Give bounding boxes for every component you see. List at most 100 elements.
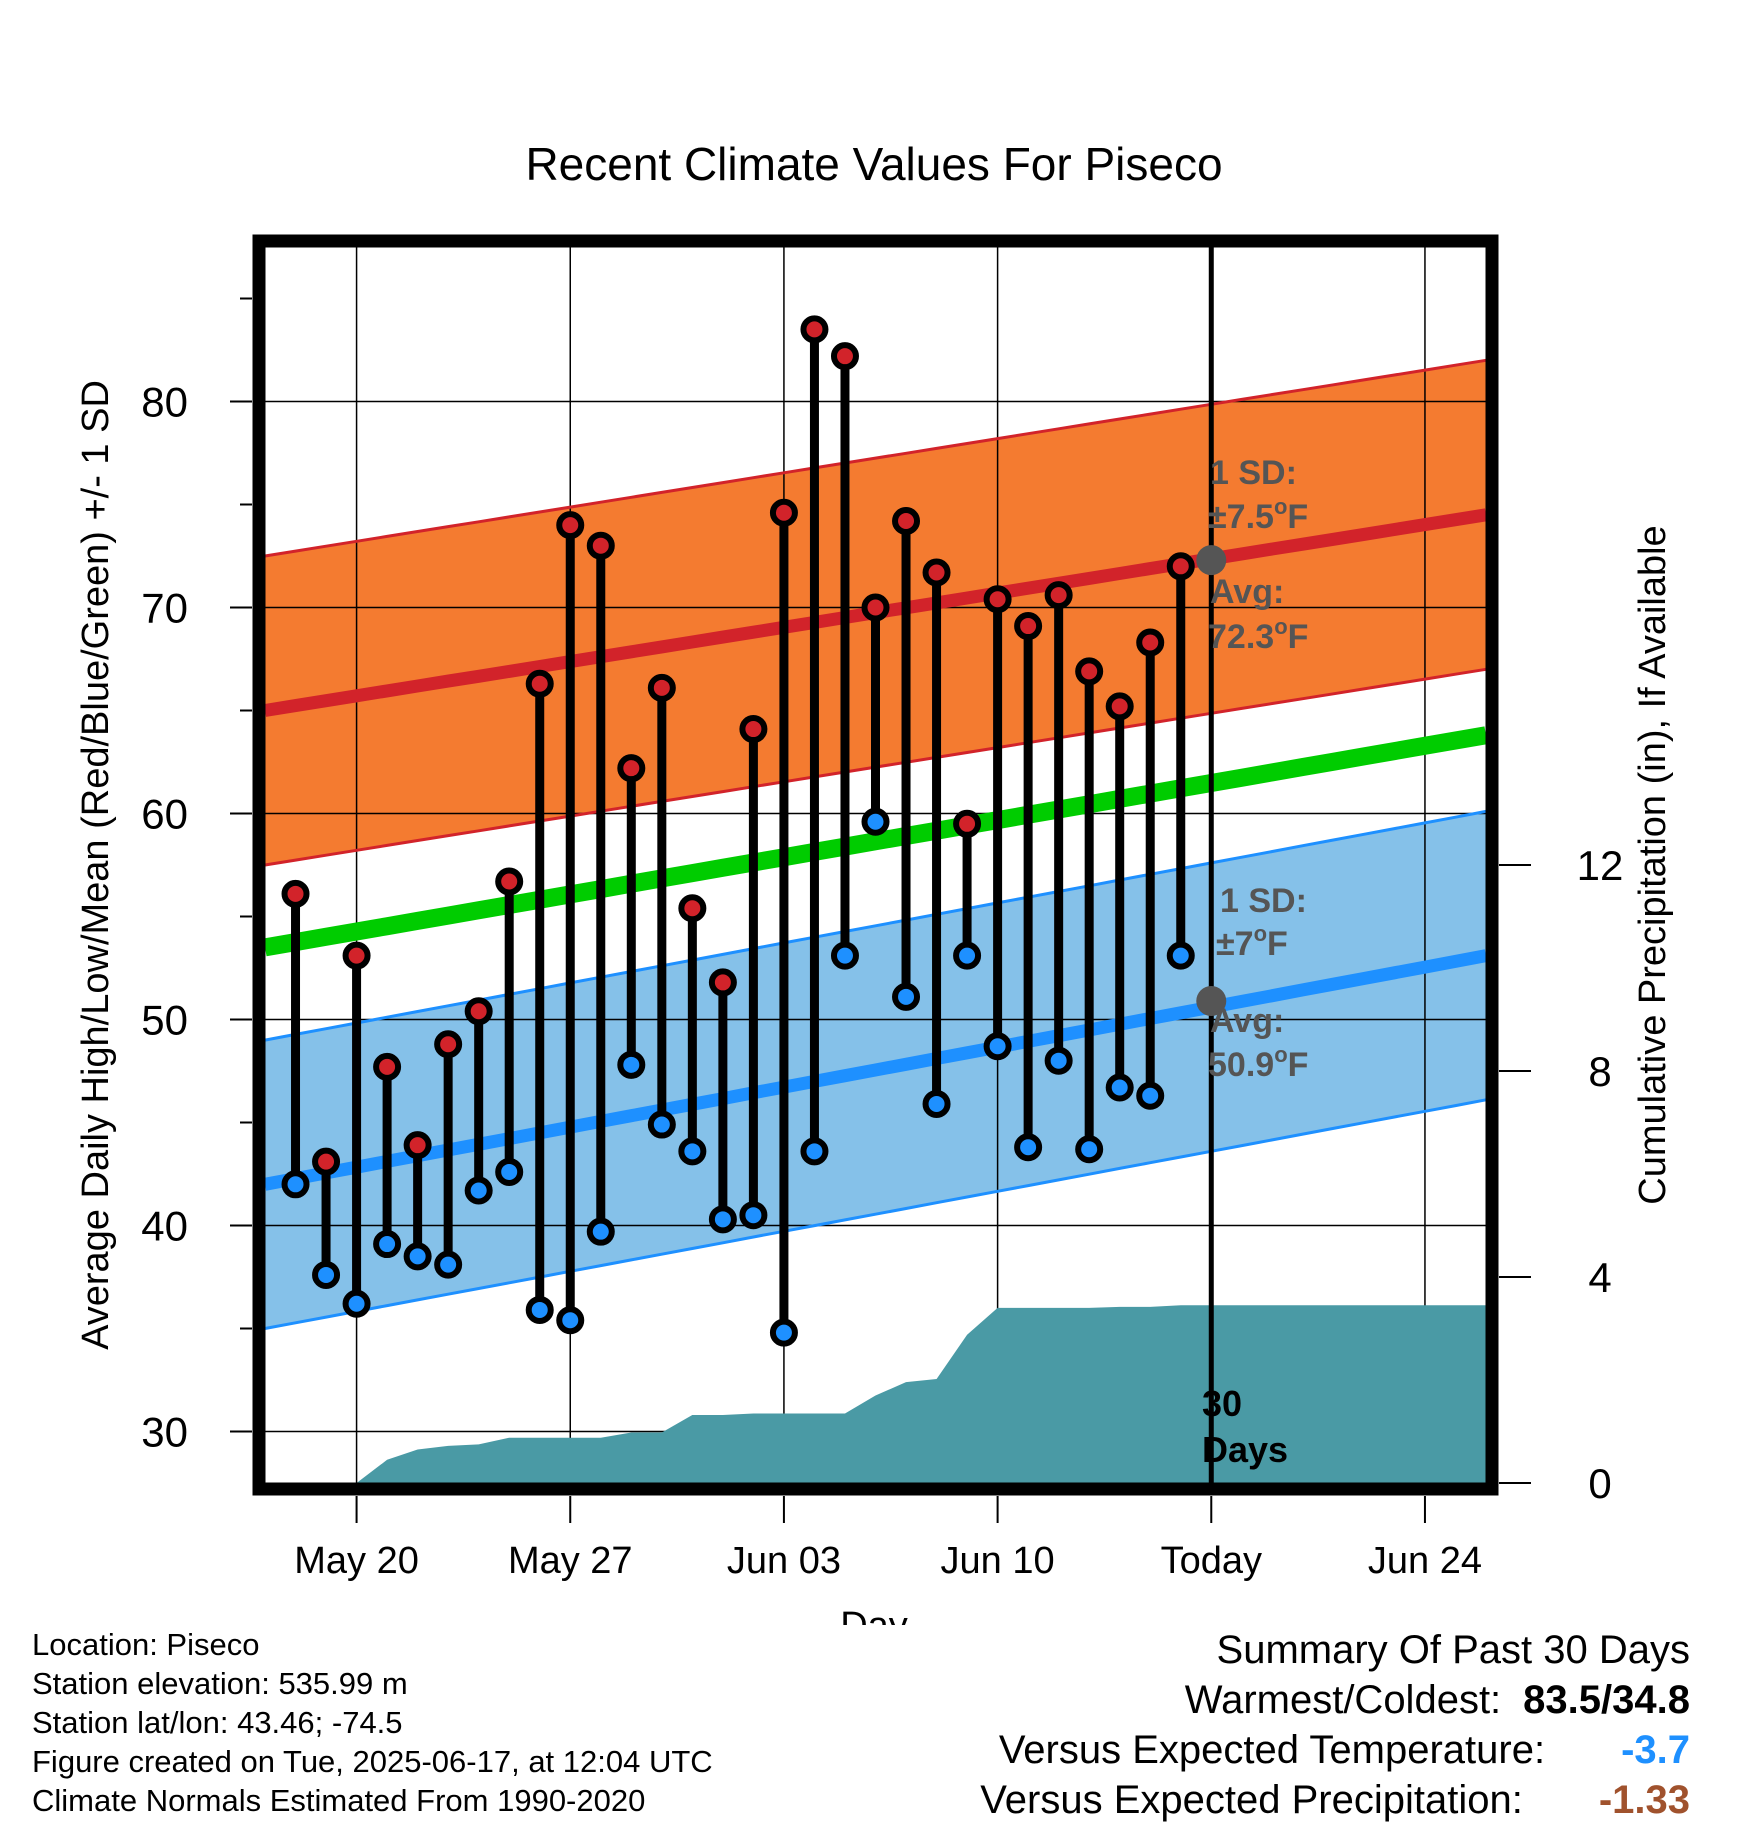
- daily-low-dot: [312, 1260, 341, 1289]
- precip-value: -1.33: [1598, 1778, 1690, 1822]
- daily-high-dot: [678, 894, 707, 923]
- info-normals: Climate Normals Estimated From 1990-2020: [32, 1783, 646, 1818]
- daily-low-dot: [556, 1306, 585, 1335]
- daily-low-dot: [525, 1295, 554, 1324]
- normal-low-line: [263, 949, 1488, 1191]
- daily-low-dot: [1166, 941, 1195, 970]
- summary-title: Summary Of Past 30 Days: [1216, 1628, 1690, 1672]
- daily-low-dot: [953, 941, 982, 970]
- daily-high-dot: [922, 558, 951, 587]
- temp-label: Versus Expected Temperature:: [998, 1728, 1546, 1772]
- daily-high-dot: [556, 511, 585, 540]
- low-avg-label: Avg:: [1210, 1002, 1284, 1040]
- daily-low-dot: [1014, 1133, 1043, 1162]
- daily-high-dot: [403, 1131, 432, 1160]
- daily-low-dot: [708, 1205, 737, 1234]
- climate-chart: 30 40 50 60 70 80 0 4 8 12 May 20 May 27 Jun 03 Jun 1…: [75, 138, 1674, 1625]
- daily-low-dot: [892, 982, 921, 1011]
- daily-low-dot: [1105, 1073, 1134, 1102]
- summary-warm-cold: Warmest/Coldest: 83.5/34.8: [980, 1675, 1690, 1725]
- daily-low-dot: [678, 1137, 707, 1166]
- daily-dots: [281, 315, 1227, 1347]
- low-sd-value: ±7oF: [1216, 921, 1288, 963]
- today-normal-low-marker: [1196, 985, 1227, 1016]
- high-sd-value: ±7.5oF: [1208, 494, 1308, 536]
- daily-high-dot: [953, 809, 982, 838]
- daily-low-dot: [983, 1032, 1012, 1061]
- normal-mean-line: [263, 726, 1488, 957]
- bottom-axis-tick-label: Jun 24: [1368, 1540, 1482, 1582]
- precipitation-area: [295, 1305, 1486, 1483]
- daily-high-dot: [586, 531, 615, 560]
- low-sd-label: 1 SD:: [1220, 882, 1307, 920]
- daily-high-dot: [892, 506, 921, 535]
- daily-low-dot: [403, 1242, 432, 1271]
- daily-high-dot: [647, 673, 676, 702]
- temp-value: -3.7: [1621, 1728, 1690, 1772]
- summary-temp: Versus Expected Temperature: -3.7: [980, 1725, 1690, 1775]
- summary-precip: Versus Expected Precipitation: -1.33: [980, 1775, 1690, 1825]
- plot-border: [252, 234, 1499, 1496]
- daily-low-dot: [373, 1230, 402, 1259]
- high-avg-value: 72.3oF: [1208, 614, 1308, 656]
- daily-low-dot: [830, 941, 859, 970]
- daily-high-dot: [617, 754, 646, 783]
- daily-low-dot: [800, 1137, 829, 1166]
- daily-low-dot: [342, 1289, 371, 1318]
- today-normal-high-marker: [1196, 545, 1227, 576]
- warm-cold-value: 83.5/34.8: [1523, 1678, 1690, 1722]
- daily-low-dot: [281, 1170, 310, 1199]
- x-axis-label: Day: [840, 1605, 908, 1625]
- daily-high-dot: [1044, 581, 1073, 610]
- daily-low-dot: [1044, 1046, 1073, 1075]
- plot-frame: [252, 234, 1499, 1496]
- daily-high-dot: [1136, 628, 1165, 657]
- daily-low-dot: [861, 807, 890, 836]
- bottom-axis-tick-label: Jun 03: [727, 1540, 841, 1582]
- station-info: Location: Piseco Station elevation: 535.…: [32, 1625, 713, 1820]
- normal-lines: [263, 247, 1488, 1483]
- daily-low-dot: [922, 1089, 951, 1118]
- left-axis-tick-label: 70: [141, 585, 188, 632]
- daily-high-dot: [281, 879, 310, 908]
- right-axis-tick-label: 8: [1588, 1048, 1611, 1095]
- low-sd-lower-line: [264, 1098, 1487, 1330]
- chart-title: Recent Climate Values For Piseco: [525, 138, 1222, 190]
- daily-high-dot: [739, 715, 768, 744]
- daily-bars: [291, 329, 1186, 1333]
- info-location: Location: Piseco: [32, 1627, 260, 1662]
- left-axis-tick-label: 80: [141, 379, 188, 426]
- daily-high-dot: [830, 342, 859, 371]
- daily-low-dot: [1075, 1135, 1104, 1164]
- daily-high-dot: [1166, 552, 1195, 581]
- daily-low-dot: [769, 1318, 798, 1347]
- days-word-label: Days: [1202, 1429, 1288, 1470]
- daily-high-dot: [983, 585, 1012, 614]
- right-axis-tick-label: 0: [1588, 1460, 1611, 1507]
- left-axis-tick-label: 30: [141, 1409, 188, 1456]
- warm-cold-label: Warmest/Coldest:: [1184, 1678, 1502, 1722]
- left-axis-tick-label: 60: [141, 791, 188, 838]
- daily-high-dot: [525, 669, 554, 698]
- right-axis-tick-label: 4: [1588, 1254, 1611, 1301]
- daily-high-dot: [769, 498, 798, 527]
- right-axis-tick-label: 12: [1577, 842, 1624, 889]
- left-axis-tick-label: 40: [141, 1203, 188, 1250]
- daily-high-dot: [312, 1147, 341, 1176]
- daily-high-dot: [495, 867, 524, 896]
- high-avg-label: Avg:: [1210, 573, 1284, 611]
- info-created: Figure created on Tue, 2025-06-17, at 12…: [32, 1744, 713, 1779]
- bottom-axis-tick-label: Jun 10: [941, 1540, 1055, 1582]
- daily-high-dot: [1075, 657, 1104, 686]
- daily-low-dot: [617, 1050, 646, 1079]
- daily-high-dot: [373, 1052, 402, 1081]
- daily-high-dot: [800, 315, 829, 344]
- labels: Recent Climate Values For Piseco Day Avera…: [75, 138, 1674, 1625]
- axes: 30 40 50 60 70 80 0 4 8 12 May 20 May 27 Jun 03 Jun 1…: [141, 297, 1624, 1582]
- daily-low-dot: [586, 1217, 615, 1246]
- right-axis-label: Cumulative Precipitation (in), If Availa…: [1632, 525, 1674, 1204]
- daily-low-dot: [464, 1176, 493, 1205]
- daily-high-dot: [434, 1030, 463, 1059]
- daily-low-dot: [739, 1201, 768, 1230]
- high-sd-label: 1 SD:: [1210, 454, 1297, 492]
